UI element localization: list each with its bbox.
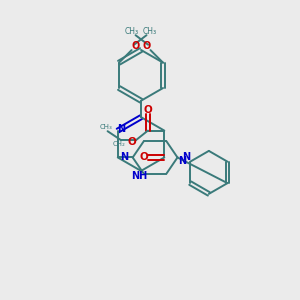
Text: CH₃: CH₃ <box>125 27 139 36</box>
Text: N: N <box>117 124 125 134</box>
Text: N: N <box>178 156 186 166</box>
Text: O: O <box>142 41 151 51</box>
Text: O: O <box>128 137 137 147</box>
Text: O: O <box>139 152 148 163</box>
Text: NH: NH <box>131 171 148 181</box>
Text: N: N <box>120 152 128 163</box>
Text: CH₃: CH₃ <box>143 27 157 36</box>
Text: O: O <box>143 105 152 115</box>
Text: CH₃: CH₃ <box>100 124 112 130</box>
Text: N: N <box>182 152 190 163</box>
Text: CH₂: CH₂ <box>113 141 126 147</box>
Text: O: O <box>131 41 140 51</box>
